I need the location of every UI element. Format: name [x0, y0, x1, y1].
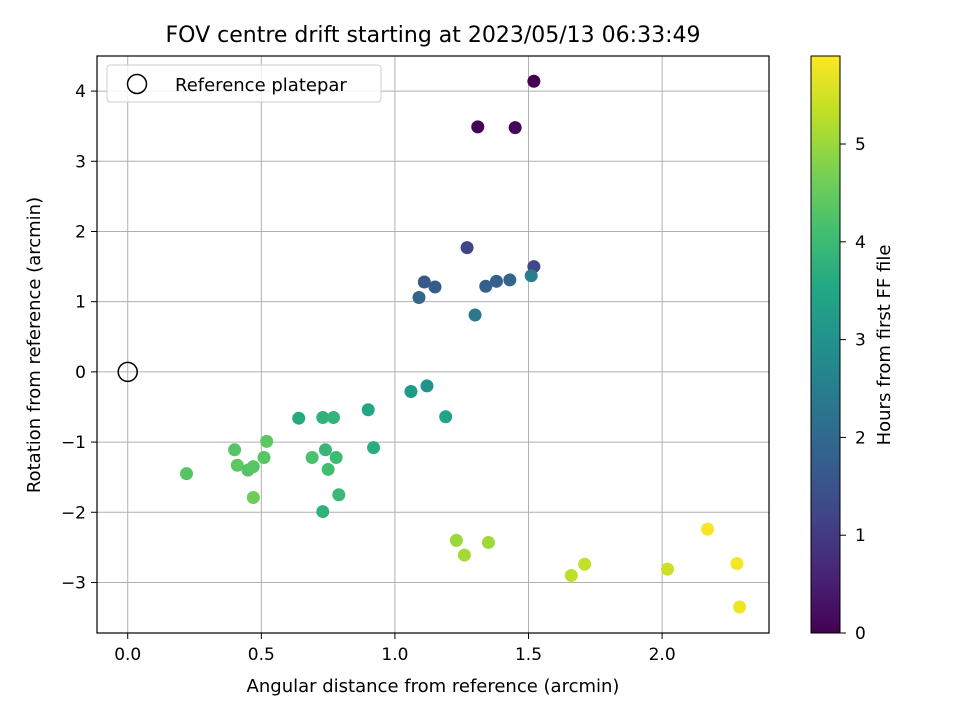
colorbar-tick-label: 3 [855, 331, 866, 351]
scatter-point [471, 120, 485, 134]
scatter-point [260, 434, 274, 448]
x-tick-label: 1.5 [515, 645, 542, 665]
colorbar: 0 1 2 3 4 5 Hours from first FF file [810, 55, 895, 644]
colorbar-gradient [810, 55, 841, 634]
scatter-point [420, 379, 434, 393]
scatter-point [481, 535, 495, 549]
x-tick-label: 2.0 [649, 645, 676, 665]
colorbar-label: Hours from first FF file [874, 245, 895, 446]
scatter-point [428, 280, 442, 294]
scatter-point [730, 557, 744, 571]
x-axis-label: Angular distance from reference (arcmin) [247, 676, 620, 697]
scatter-point [564, 568, 578, 582]
scatter-point [318, 443, 332, 457]
scatter-point [404, 385, 418, 399]
scatter-point [701, 522, 715, 536]
scatter-point [660, 562, 674, 576]
scatter-point [439, 410, 453, 424]
scatter-point [412, 290, 426, 304]
scatter-point [361, 403, 375, 417]
y-tick-label: 0 [75, 363, 86, 383]
y-tick-label: −2 [61, 503, 86, 523]
y-tick-label: −3 [61, 573, 86, 593]
colorbar-tick-label: 1 [855, 526, 866, 546]
scatter-point [329, 451, 343, 465]
scatter-point [230, 458, 244, 472]
colorbar-tick-label: 5 [855, 135, 866, 155]
scatter-point [326, 411, 340, 425]
scatter-point [489, 274, 503, 288]
axes-frame [96, 55, 770, 634]
scatter-point [527, 74, 541, 88]
y-tick-label: 2 [75, 222, 86, 242]
scatter-point [316, 505, 330, 519]
scatter-point [257, 451, 271, 465]
x-tick-label: 1.0 [381, 645, 408, 665]
y-ticks: −3 −2 −1 0 1 2 3 4 [61, 82, 97, 593]
scatter-point [508, 121, 522, 135]
data-points [117, 74, 747, 614]
scatter-point [468, 308, 482, 322]
scatter-point [332, 488, 346, 502]
y-tick-label: 3 [75, 152, 86, 172]
scatter-point [460, 241, 474, 255]
scatter-point [417, 275, 431, 289]
grid [97, 56, 769, 633]
y-tick-label: −1 [61, 433, 86, 453]
legend-box [106, 64, 382, 103]
x-tick-label: 0.5 [248, 645, 275, 665]
scatter-point [367, 441, 381, 455]
scatter-point [228, 443, 242, 457]
scatter-point [316, 411, 330, 425]
scatter-point [479, 279, 493, 293]
scatter-point [180, 467, 194, 481]
scatter-point [524, 269, 538, 283]
colorbar-tick-label: 0 [855, 624, 866, 644]
legend-marker-reference [126, 73, 148, 95]
y-axis-label: Rotation from reference (arcmin) [24, 197, 45, 493]
scatter-point [457, 548, 471, 562]
scatter-point [321, 462, 335, 476]
scatter-point [246, 460, 260, 474]
legend: Reference platepar [106, 64, 382, 103]
scatter-point [246, 491, 260, 505]
scatter-point [578, 557, 592, 571]
chart-title: FOV centre drift starting at 2023/05/13 … [166, 23, 701, 48]
x-ticks: 0.0 0.5 1.0 1.5 2.0 [114, 633, 676, 665]
scatter-point [733, 600, 747, 614]
x-tick-label: 0.0 [114, 645, 141, 665]
colorbar-tick-label: 4 [855, 233, 866, 253]
colorbar-ticks: 0 1 2 3 4 5 [840, 135, 866, 644]
legend-label-reference: Reference platepar [175, 75, 347, 96]
scatter-point [449, 533, 463, 547]
reference-platepar-point [117, 361, 138, 383]
y-tick-label: 4 [75, 82, 86, 102]
scatter-point [292, 411, 306, 425]
scatter-point [305, 451, 319, 465]
y-tick-label: 1 [75, 293, 86, 313]
colorbar-tick-label: 2 [855, 428, 866, 448]
scatter-point [503, 273, 517, 287]
